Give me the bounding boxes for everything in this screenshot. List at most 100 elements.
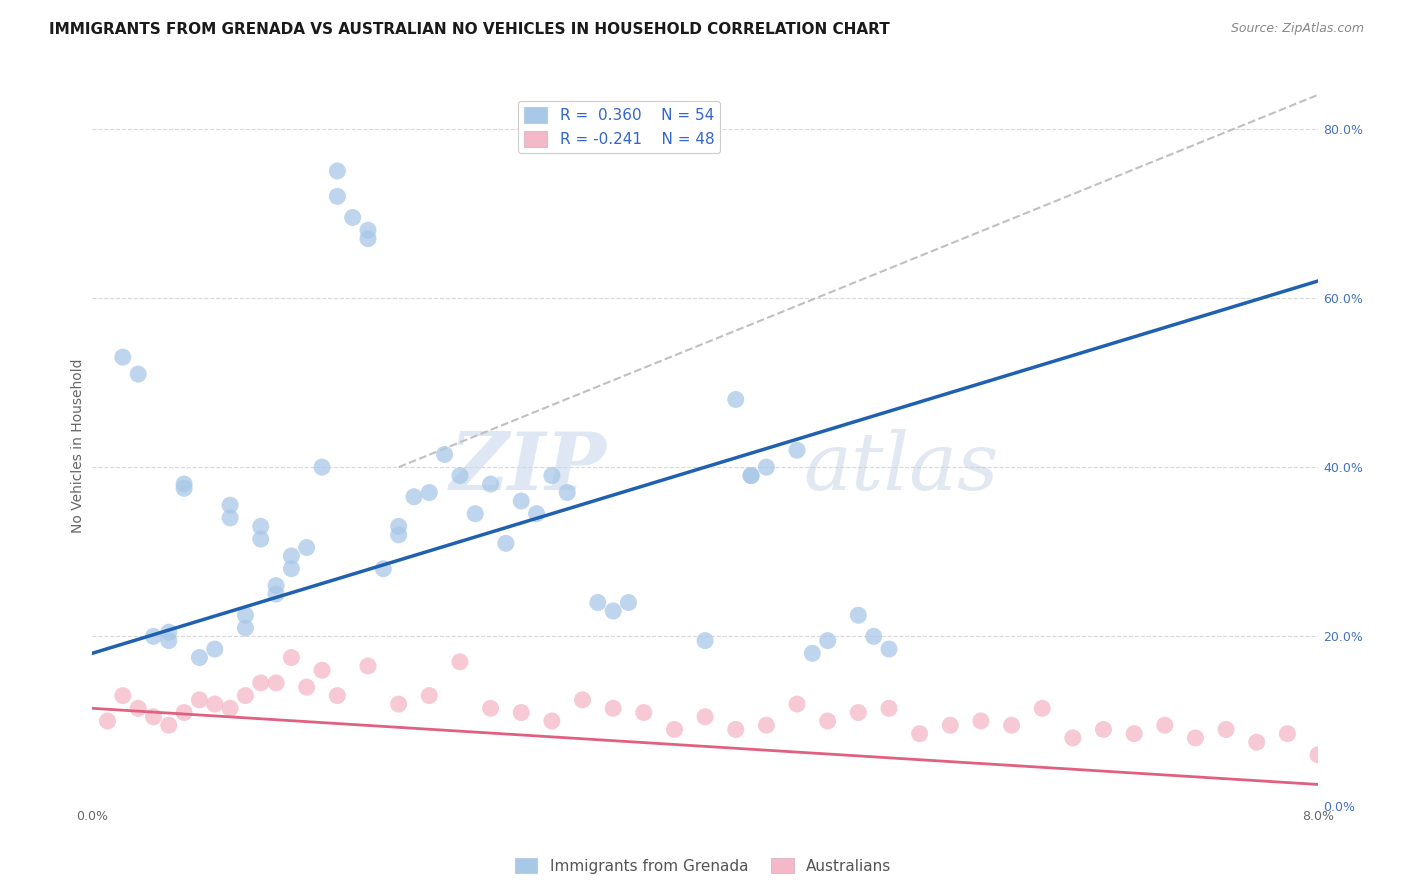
Point [617,595,640,609]
Point [388,528,411,542]
Point [817,633,839,648]
Point [740,468,762,483]
Point [235,621,257,635]
Point [357,659,380,673]
Point [602,604,624,618]
Point [280,549,302,563]
Text: IMMIGRANTS FROM GRENADA VS AUSTRALIAN NO VEHICLES IN HOUSEHOLD CORRELATION CHART: IMMIGRANTS FROM GRENADA VS AUSTRALIAN NO… [49,22,890,37]
Point [188,693,211,707]
Point [877,642,900,657]
Point [219,511,242,525]
Point [479,477,502,491]
Point [495,536,517,550]
Point [418,485,440,500]
Point [1062,731,1084,745]
Point [249,532,271,546]
Point [786,443,808,458]
Point [693,710,716,724]
Point [357,223,380,237]
Point [326,164,349,178]
Point [219,498,242,512]
Point [862,629,884,643]
Point [326,189,349,203]
Point [188,650,211,665]
Point [693,633,716,648]
Point [111,350,134,364]
Point [235,608,257,623]
Point [1092,723,1115,737]
Point [1184,731,1206,745]
Point [249,519,271,533]
Point [311,663,333,677]
Point [264,587,287,601]
Point [311,460,333,475]
Point [326,689,349,703]
Point [449,655,471,669]
Point [555,485,578,500]
Point [1215,723,1237,737]
Point [342,211,364,225]
Point [295,541,318,555]
Point [111,689,134,703]
Point [908,727,931,741]
Point [633,706,655,720]
Point [510,494,533,508]
Point [433,447,456,461]
Point [1306,747,1329,762]
Point [204,697,226,711]
Point [249,676,271,690]
Point [96,714,118,728]
Y-axis label: No Vehicles in Household: No Vehicles in Household [72,359,86,533]
Text: Source: ZipAtlas.com: Source: ZipAtlas.com [1230,22,1364,36]
Point [464,507,486,521]
Point [479,701,502,715]
Point [357,232,380,246]
Point [264,579,287,593]
Point [755,718,778,732]
Point [724,723,747,737]
Legend: R =  0.360    N = 54, R = -0.241    N = 48: R = 0.360 N = 54, R = -0.241 N = 48 [519,101,720,153]
Point [418,689,440,703]
Point [602,701,624,715]
Point [1277,727,1299,741]
Point [526,507,548,521]
Point [1153,718,1175,732]
Point [846,608,869,623]
Point [219,701,242,715]
Point [664,723,686,737]
Point [939,718,962,732]
Point [173,706,195,720]
Point [142,710,165,724]
Point [204,642,226,657]
Legend: Immigrants from Grenada, Australians: Immigrants from Grenada, Australians [509,852,897,880]
Point [1031,701,1053,715]
Text: ZIP: ZIP [450,429,607,507]
Point [449,468,471,483]
Point [235,689,257,703]
Point [295,680,318,694]
Point [541,714,564,728]
Text: atlas: atlas [803,429,998,507]
Point [1246,735,1268,749]
Point [586,595,609,609]
Point [846,706,869,720]
Point [157,718,180,732]
Point [877,701,900,715]
Point [740,468,762,483]
Point [402,490,425,504]
Point [157,625,180,640]
Point [388,519,411,533]
Point [173,481,195,495]
Point [571,693,593,707]
Point [373,562,395,576]
Point [280,562,302,576]
Point [157,633,180,648]
Point [127,701,149,715]
Point [724,392,747,407]
Point [755,460,778,475]
Point [264,676,287,690]
Point [817,714,839,728]
Point [970,714,993,728]
Point [801,646,824,660]
Point [142,629,165,643]
